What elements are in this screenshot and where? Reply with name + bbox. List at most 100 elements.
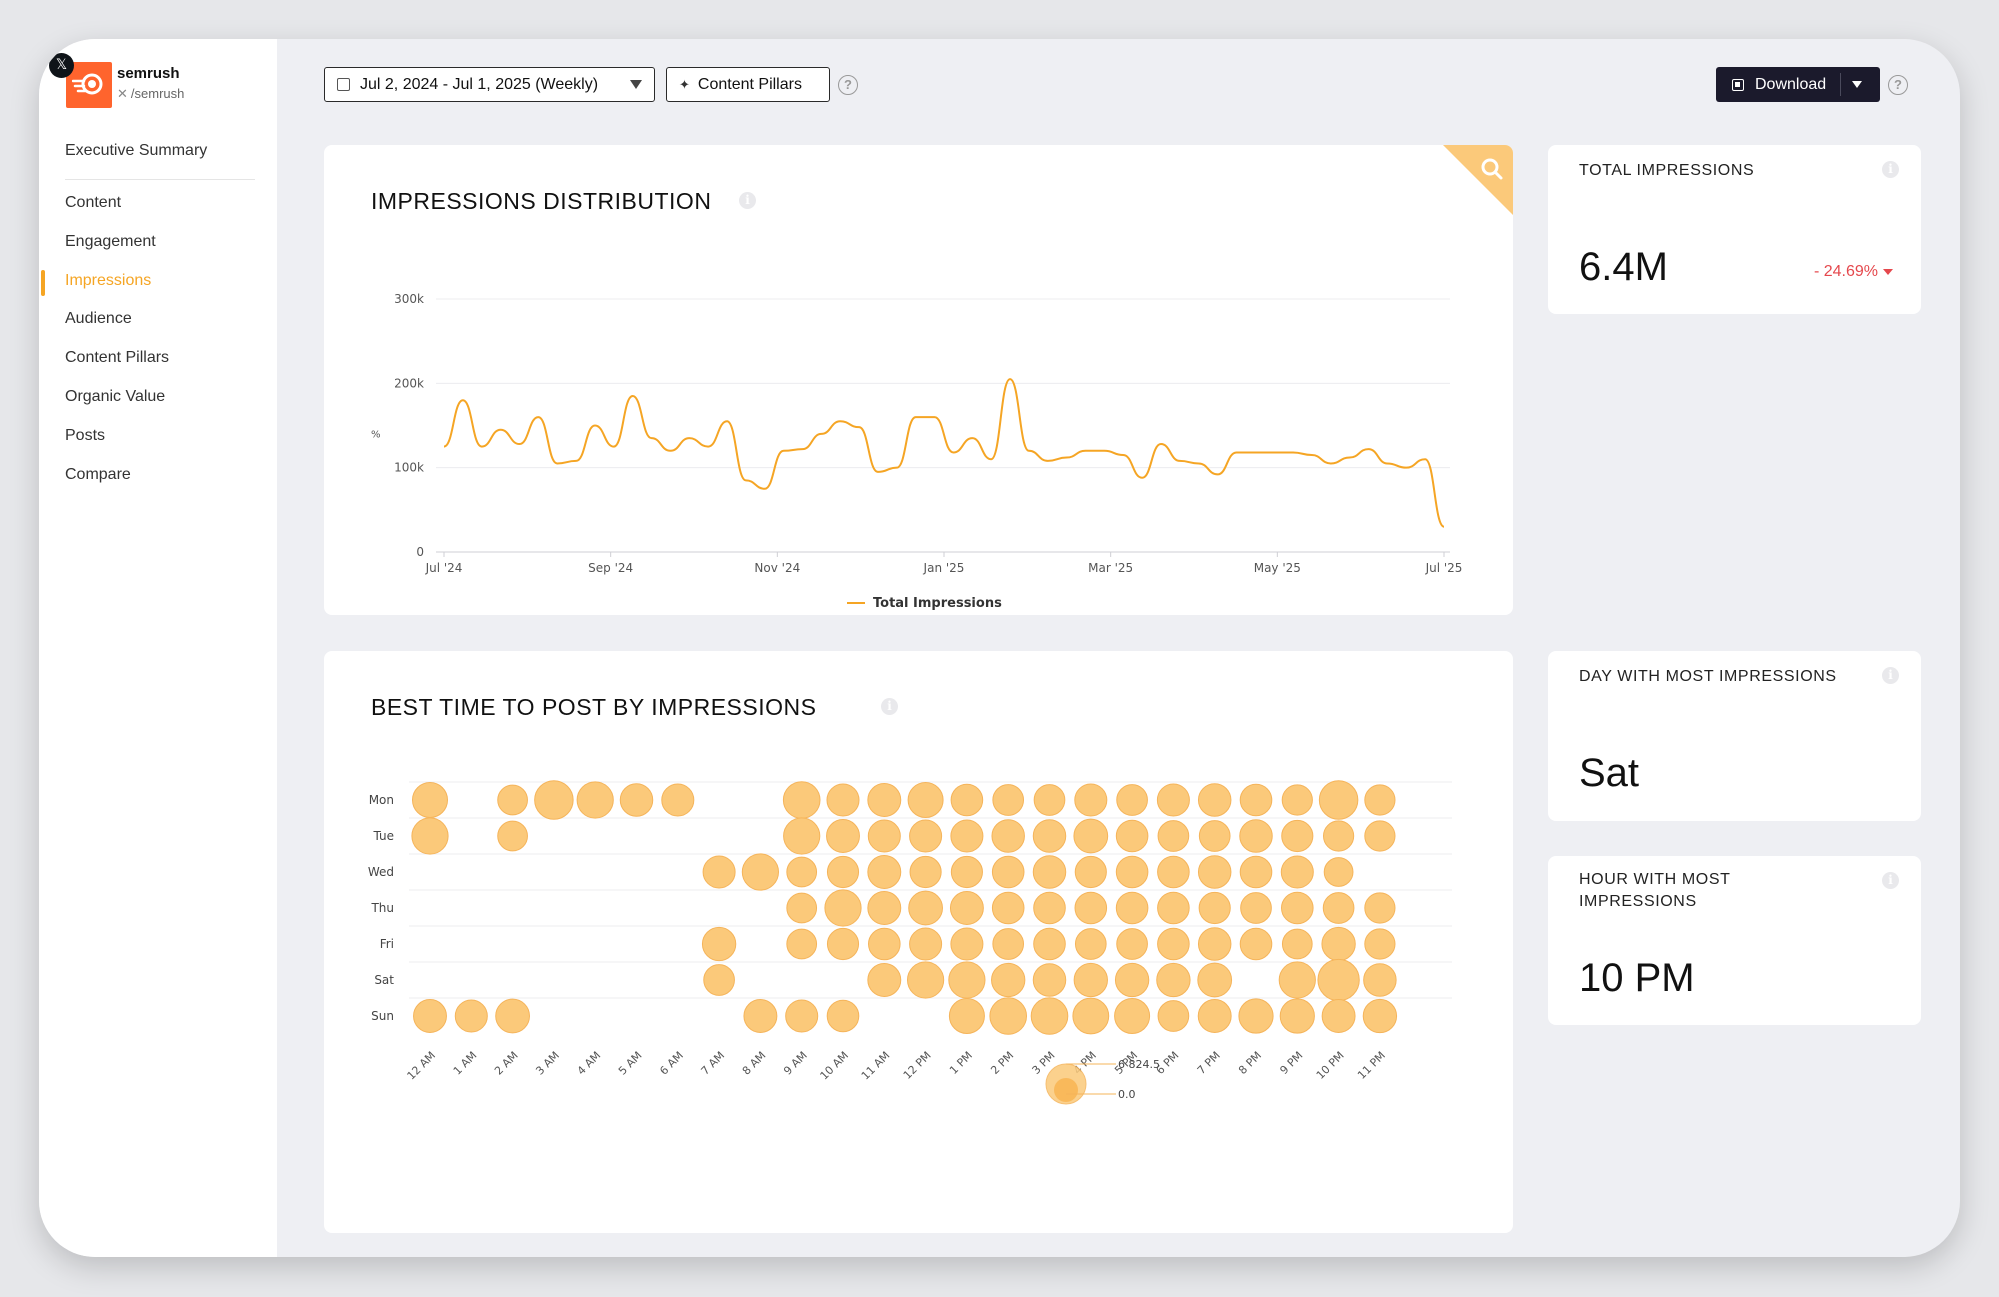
- bubble: [1198, 891, 1231, 925]
- x-tick-label: Nov '24: [754, 561, 800, 575]
- bubble: [867, 819, 901, 853]
- hour-most-info-icon[interactable]: i: [1882, 872, 1899, 889]
- bubble: [1032, 963, 1067, 997]
- best-time-title: BEST TIME TO POST BY IMPRESSIONS: [371, 694, 817, 720]
- bubble: [495, 998, 530, 1034]
- bubble: [454, 999, 488, 1033]
- best-time-info-icon[interactable]: i: [881, 698, 898, 715]
- hour-label: 9 AM: [781, 1049, 810, 1078]
- bubble: [991, 962, 1026, 998]
- bubble: [909, 855, 942, 889]
- content-pillars-button[interactable]: ✦ Content Pillars: [666, 67, 830, 102]
- bubble: [786, 892, 818, 924]
- hour-label: 11 AM: [859, 1049, 893, 1083]
- hour-label: 6 AM: [657, 1049, 686, 1078]
- semrush-flame-icon: [72, 73, 103, 95]
- y-tick-label: 100k: [394, 461, 424, 475]
- total-impressions-info-icon[interactable]: i: [1882, 161, 1899, 178]
- hour-label: 11 PM: [1355, 1049, 1388, 1082]
- hour-label: 12 AM: [405, 1049, 439, 1083]
- best-time-card: BEST TIME TO POST BY IMPRESSIONS i Mon Tu…: [324, 651, 1513, 1233]
- download-button[interactable]: Download: [1716, 67, 1880, 102]
- hour-label: 10 PM: [1314, 1049, 1347, 1082]
- bubble: [1322, 892, 1355, 924]
- legend-label: Total Impressions: [873, 596, 1002, 611]
- bubble: [411, 781, 449, 819]
- nav-item-audience[interactable]: Audience: [65, 310, 132, 327]
- x-tick-label: Sep '24: [588, 561, 633, 575]
- bubble: [1073, 962, 1108, 998]
- bubble: [497, 820, 528, 852]
- nav-item-executive-summary[interactable]: Executive Summary: [65, 142, 208, 159]
- bubble: [1033, 784, 1066, 816]
- bubble: [1074, 928, 1107, 960]
- nav-item-content-pillars[interactable]: Content Pillars: [65, 349, 170, 366]
- download-options-caret-icon[interactable]: [1852, 81, 1862, 88]
- impressions-distribution-title: IMPRESSIONS DISTRIBUTION: [371, 188, 712, 214]
- bubble: [702, 855, 736, 889]
- total-impressions-card: TOTAL IMPRESSIONS i 6.4M - 24.69%: [1548, 145, 1921, 314]
- semrush-logo: [66, 62, 112, 108]
- x-tick-label: Mar '25: [1088, 561, 1133, 575]
- bubble: [741, 853, 780, 891]
- bubble: [826, 819, 860, 853]
- nav-item-impressions[interactable]: Impressions: [65, 272, 152, 289]
- bubble: [1363, 963, 1397, 997]
- nav-item-organic-value[interactable]: Organic Value: [65, 388, 166, 405]
- bubble: [701, 926, 737, 962]
- hour-label: 10 AM: [818, 1049, 852, 1083]
- date-range-picker[interactable]: Jul 2, 2024 - Jul 1, 2025 (Weekly): [324, 67, 655, 102]
- nav-item-posts[interactable]: Posts: [65, 427, 106, 444]
- bubble: [867, 783, 902, 817]
- bubble: [785, 999, 819, 1033]
- bubble: [908, 890, 943, 926]
- bubble: [1115, 891, 1149, 925]
- day-label: Sun: [371, 1009, 394, 1023]
- bubble: [1157, 855, 1190, 889]
- bubble: [989, 997, 1027, 1035]
- nav-divider: [65, 179, 255, 180]
- zoom-corner-icon[interactable]: [1443, 145, 1513, 215]
- bubble: [948, 997, 985, 1035]
- bubble: [1072, 997, 1110, 1035]
- account-name: semrush: [117, 65, 180, 82]
- help-icon[interactable]: ?: [838, 75, 858, 95]
- download-help-icon[interactable]: ?: [1888, 75, 1908, 95]
- bubble: [782, 781, 821, 819]
- day-label: Wed: [368, 865, 394, 879]
- nav-item-engagement[interactable]: Engagement: [65, 233, 156, 250]
- bubble: [786, 928, 818, 960]
- bubble: [1157, 927, 1190, 961]
- total-impressions-delta: - 24.69%: [1814, 263, 1893, 281]
- day-most-impressions-card: DAY WITH MOST IMPRESSIONS i Sat: [1548, 651, 1921, 821]
- bubble: [1033, 927, 1066, 961]
- bubble: [949, 891, 984, 925]
- bubble: [619, 783, 654, 817]
- bubble: [576, 781, 614, 819]
- bubble: [1197, 783, 1232, 817]
- bubble: [950, 783, 984, 817]
- impressions-line-chart: 0 100k 200k 300k% Jul '24 Sep '24 Nov '24 Jan '…: [371, 292, 1462, 611]
- hour-label: 2 PM: [988, 1049, 1016, 1077]
- bubble: [1157, 820, 1190, 852]
- impressions-info-icon[interactable]: i: [739, 192, 756, 209]
- nav-item-content[interactable]: Content: [65, 194, 122, 211]
- bubble: [1197, 999, 1232, 1033]
- day-most-info-icon[interactable]: i: [1882, 667, 1899, 684]
- hour-label: 8 PM: [1236, 1049, 1264, 1077]
- date-range-label: Jul 2, 2024 - Jul 1, 2025 (Weekly): [360, 75, 599, 93]
- bubble: [1238, 998, 1274, 1034]
- bubble: [1074, 783, 1108, 817]
- bubble: [992, 928, 1025, 960]
- bubble: [1197, 962, 1233, 998]
- bubble: [991, 819, 1025, 853]
- nav-item-compare[interactable]: Compare: [65, 466, 131, 483]
- bubble: [948, 961, 986, 999]
- bubble: [1116, 784, 1148, 816]
- hour-label: 3 AM: [533, 1049, 562, 1078]
- hour-label: 7 PM: [1195, 1049, 1223, 1077]
- x-tick-label: May '25: [1254, 561, 1301, 575]
- bubble: [1317, 958, 1360, 1002]
- day-label: Thu: [370, 901, 394, 915]
- y-tick-label: 200k: [394, 376, 424, 390]
